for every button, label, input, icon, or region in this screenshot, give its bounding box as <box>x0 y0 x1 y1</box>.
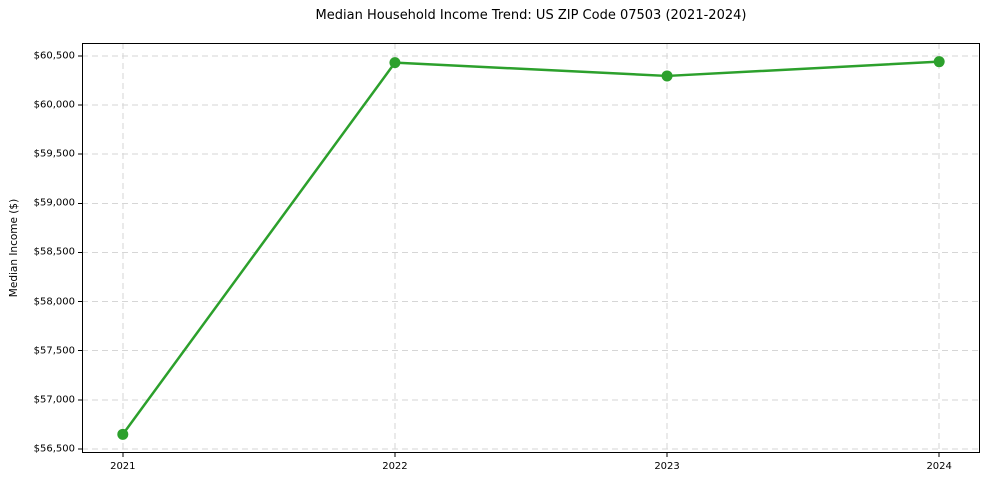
y-tick-label: $58,500 <box>33 246 75 258</box>
data-point-marker <box>933 56 945 68</box>
data-point-marker <box>389 57 401 69</box>
y-tick-label: $58,000 <box>33 296 75 308</box>
x-tick-label: 2021 <box>110 461 136 472</box>
y-tick-label: $60,500 <box>33 50 75 62</box>
x-tick-label: 2022 <box>382 461 408 472</box>
data-point-marker <box>117 428 129 440</box>
chart-title: Median Household Income Trend: US ZIP Co… <box>315 8 747 23</box>
x-tick-label: 2024 <box>926 461 952 472</box>
y-tick-label: $59,500 <box>33 148 75 160</box>
y-tick-label: $60,000 <box>33 99 75 111</box>
x-tick-label: 2023 <box>654 461 680 472</box>
y-tick-label: $57,500 <box>33 345 75 357</box>
plot-border <box>82 43 980 453</box>
income-trend-line <box>121 60 941 436</box>
y-tick-label: $56,500 <box>33 443 75 455</box>
y-tick-label: $57,000 <box>33 394 75 406</box>
data-point-marker <box>661 70 673 82</box>
y-tick-label: $59,000 <box>33 197 75 209</box>
